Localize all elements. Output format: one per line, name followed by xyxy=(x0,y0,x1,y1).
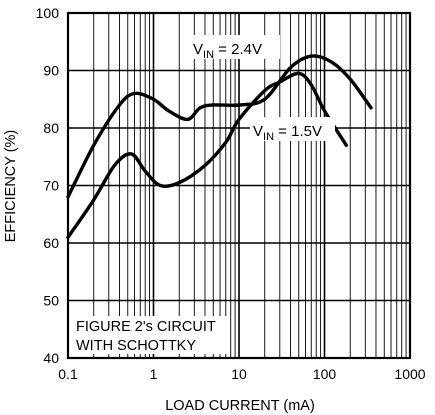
series-line-vin-2.4v xyxy=(66,54,373,199)
y-tick-label: 90 xyxy=(43,63,59,79)
y-tick-label: 70 xyxy=(43,178,59,194)
tick-labels: 0.1 1 10 100 1000 40 50 60 70 80 90 100 xyxy=(36,5,426,382)
y-tick-label: 50 xyxy=(43,293,59,309)
annotation-background xyxy=(71,316,229,354)
x-axis-label: LOAD CURRENT (mA) xyxy=(165,398,315,414)
series-label-1.5v-sub: IN xyxy=(263,131,274,143)
series-label-2.4v-sub: IN xyxy=(203,49,214,61)
series-label-1.5v-v: V xyxy=(253,123,263,140)
x-tick-label: 1 xyxy=(150,366,158,382)
series-line-vin-1.5v xyxy=(66,71,348,239)
series-label-background-2 xyxy=(250,117,335,141)
annotation-line-2: WITH SCHOTTKY xyxy=(76,338,196,354)
y-tick-label: 100 xyxy=(36,5,60,21)
chart-curves xyxy=(66,54,373,239)
x-tick-label: 100 xyxy=(313,366,337,382)
series-label-1.5v-rest: = 1.5V xyxy=(274,123,322,140)
series-label-background-1 xyxy=(190,35,280,59)
x-tick-label: 1000 xyxy=(394,366,425,382)
y-tick-label: 40 xyxy=(43,350,59,366)
chart-grid xyxy=(67,12,410,359)
annotation-line-1: FIGURE 2's CIRCUIT xyxy=(76,319,216,335)
x-tick-label: 10 xyxy=(231,366,247,382)
series-label-2.4v-rest: = 2.4V xyxy=(214,41,262,58)
x-tick-label: 0.1 xyxy=(58,366,78,382)
y-tick-label: 80 xyxy=(43,120,59,136)
y-tick-label: 60 xyxy=(43,235,59,251)
series-label-1.5v: VIN = 1.5V xyxy=(253,123,322,143)
series-label-2.4v: VIN = 2.4V xyxy=(193,41,262,61)
plot-frame xyxy=(66,11,412,360)
series-label-2.4v-v: V xyxy=(193,41,203,58)
y-axis-label: EFFICIENCY (%) xyxy=(3,130,19,243)
